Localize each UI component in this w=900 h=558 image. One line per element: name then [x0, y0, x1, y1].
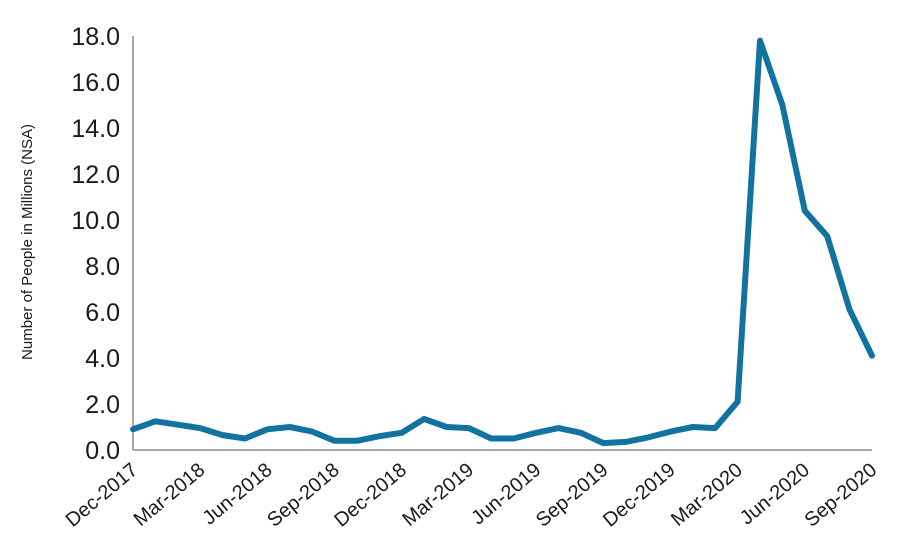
x-tick-label: Mar-2019 [398, 459, 478, 531]
y-tick-label: 6.0 [85, 299, 120, 327]
x-tick-label: Sep-2018 [263, 459, 344, 532]
y-tick-label: 8.0 [85, 253, 120, 281]
y-tick-label: 10.0 [71, 207, 120, 235]
x-tick-label: Dec-2018 [330, 459, 411, 532]
y-axis-ticks: 0.0 2.0 4.0 6.0 8.0 10.0 12.0 14.0 16.0 18.0 [71, 23, 120, 465]
y-tick-label: 4.0 [85, 345, 120, 373]
x-tick-label: Mar-2020 [667, 459, 747, 531]
x-tick-label: Sep-2020 [801, 459, 882, 532]
x-tick-label: Dec-2019 [599, 459, 680, 532]
x-tick-label: Jun-2018 [199, 459, 277, 529]
x-tick-label: Mar-2018 [130, 459, 210, 531]
x-axis-ticks: Dec-2017Mar-2018Jun-2018Sep-2018Dec-2018… [62, 459, 882, 532]
y-axis-label: Number of People in Millions (NSA) [19, 124, 36, 360]
y-tick-label: 14.0 [71, 115, 120, 143]
series-line [130, 37, 875, 447]
x-tick-label: Jun-2019 [467, 459, 545, 529]
y-tick-label: 12.0 [71, 161, 120, 189]
x-tick-label: Sep-2019 [532, 459, 613, 532]
y-tick-label: 0.0 [85, 437, 120, 465]
x-tick-label: Dec-2017 [62, 459, 143, 532]
y-tick-label: 2.0 [85, 391, 120, 419]
x-tick-label: Jun-2020 [736, 459, 814, 529]
y-tick-label: 16.0 [71, 69, 120, 97]
series-group [130, 37, 875, 447]
y-tick-label: 18.0 [71, 23, 120, 51]
